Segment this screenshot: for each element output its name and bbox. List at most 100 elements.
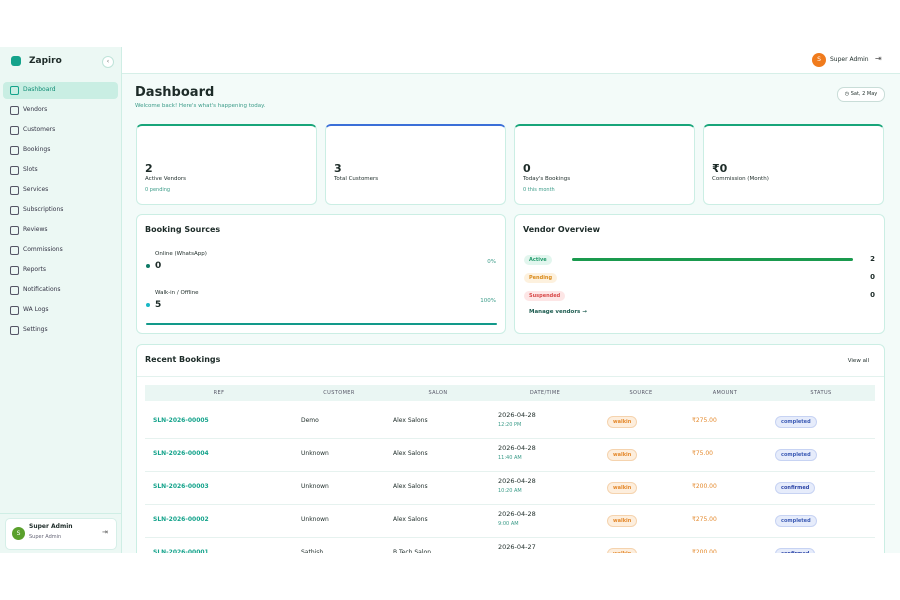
- source-value: 5: [155, 300, 162, 310]
- booking-ref[interactable]: SLN-2026-00001: [153, 549, 209, 553]
- source-value: 0: [155, 261, 162, 271]
- view-all-link[interactable]: View all: [847, 358, 869, 364]
- avatar: S: [12, 527, 25, 540]
- status-pill: Pending: [524, 273, 558, 283]
- salon: Alex Salons: [393, 516, 428, 523]
- column-header: AMOUNT: [712, 390, 738, 396]
- nav-icon: [10, 86, 19, 95]
- amount: ₹200.00: [692, 483, 717, 490]
- booking-ref[interactable]: SLN-2026-00005: [153, 417, 209, 424]
- booking-ref[interactable]: SLN-2026-00002: [153, 516, 209, 523]
- amount: ₹275.00: [692, 417, 717, 424]
- collapse-button[interactable]: ‹: [102, 56, 114, 68]
- time: 12:20 PM: [498, 422, 522, 428]
- stat-value: 3: [334, 162, 342, 175]
- booking-ref[interactable]: SLN-2026-00004: [153, 450, 209, 457]
- source-pill: walkin: [607, 482, 638, 494]
- column-header: REF: [213, 390, 225, 396]
- stat-card: 3 Total Customers: [325, 124, 506, 205]
- status-bar: [572, 258, 853, 261]
- column-header: CUSTOMER: [323, 390, 355, 396]
- nav-item[interactable]: Reports: [23, 266, 47, 273]
- source-percent: 0%: [487, 259, 496, 265]
- salon: Alex Salons: [393, 483, 428, 490]
- row-divider: [145, 537, 875, 538]
- avatar: S: [812, 53, 826, 67]
- source-dot: [146, 264, 150, 268]
- card-title: Vendor Overview: [523, 225, 600, 234]
- nav-icon: [10, 286, 19, 295]
- nav-icon: [10, 106, 19, 115]
- nav-icon: [10, 306, 19, 315]
- nav-item[interactable]: Dashboard: [23, 86, 56, 93]
- user-name: Super Admin: [830, 56, 869, 63]
- manage-vendors-link[interactable]: Manage vendors →: [529, 309, 587, 315]
- nav-item[interactable]: WA Logs: [23, 306, 49, 313]
- nav-item[interactable]: Subscriptions: [23, 206, 64, 213]
- source-percent: 100%: [480, 298, 496, 304]
- date-pill[interactable]: ◷ Sat, 2 May: [837, 87, 885, 102]
- logout-button[interactable]: ⇥: [102, 528, 108, 536]
- stat-value: 0: [523, 162, 531, 175]
- nav-item[interactable]: Slots: [23, 166, 38, 173]
- stat-card: 0 Today's Bookings 0 this month: [514, 124, 695, 205]
- date: 2026-04-28: [498, 510, 536, 518]
- nav-item[interactable]: Bookings: [23, 146, 51, 153]
- nav-item[interactable]: Vendors: [23, 106, 48, 113]
- stat-value: 2: [145, 162, 153, 175]
- status-count: 2: [870, 255, 875, 263]
- top-bar: S Super Admin ⇥: [122, 47, 900, 74]
- column-header: STATUS: [810, 390, 832, 396]
- nav-icon: [10, 206, 19, 215]
- booking-ref[interactable]: SLN-2026-00003: [153, 483, 209, 490]
- nav-item[interactable]: Notifications: [23, 286, 61, 293]
- nav-icon: [10, 226, 19, 235]
- source-name: Walk-in / Offline: [155, 290, 199, 296]
- date: 2026-04-28: [498, 444, 536, 452]
- table-header: [145, 385, 875, 401]
- nav-item[interactable]: Commissions: [23, 246, 63, 253]
- booking-sources-card: Booking Sources Online (WhatsApp) 0 0% Walk…: [136, 214, 506, 334]
- status-pill: completed: [775, 515, 817, 527]
- nav-item[interactable]: Customers: [23, 126, 56, 133]
- time: 11:40 AM: [498, 455, 522, 461]
- customer: Unknown: [301, 516, 329, 523]
- nav-item[interactable]: Services: [23, 186, 49, 193]
- status-count: 0: [870, 273, 875, 281]
- stat-label: Total Customers: [334, 176, 379, 182]
- page-subtitle: Welcome back! Here's what's happening to…: [135, 103, 266, 109]
- status-pill: completed: [775, 416, 817, 428]
- recent-bookings-card: Recent Bookings View all REF CUSTOMER SALO…: [136, 344, 885, 553]
- nav-icon: [10, 166, 19, 175]
- customer: Sathish: [301, 549, 324, 553]
- stat-sub: 0 pending: [145, 187, 171, 193]
- status-pill: Active: [524, 255, 552, 265]
- divider: [0, 513, 121, 514]
- salon: B.Tech Salon: [393, 549, 431, 553]
- row-divider: [145, 438, 875, 439]
- stat-label: Today's Bookings: [523, 176, 571, 182]
- customer: Demo: [301, 417, 319, 424]
- logout-button[interactable]: ⇥: [875, 54, 882, 63]
- card-title: Recent Bookings: [145, 355, 221, 364]
- card-title: Booking Sources: [145, 225, 221, 234]
- stat-sub: 0 this month: [523, 187, 555, 193]
- divider: [137, 376, 884, 377]
- nav-icon: [10, 126, 19, 135]
- salon: Alex Salons: [393, 450, 428, 457]
- stat-value: ₹0: [712, 162, 728, 175]
- source-name: Online (WhatsApp): [155, 251, 207, 257]
- progress-fill: [146, 323, 497, 325]
- customer: Unknown: [301, 450, 329, 457]
- date: 2026-04-28: [498, 411, 536, 419]
- date: 2026-04-27: [498, 543, 536, 551]
- user-role: Super Admin: [29, 534, 62, 540]
- logo-icon: [11, 56, 21, 66]
- user-name: Super Admin: [29, 523, 73, 530]
- source-pill: walkin: [607, 515, 638, 527]
- nav-item[interactable]: Settings: [23, 326, 48, 333]
- nav-item[interactable]: Reviews: [23, 226, 48, 233]
- amount: ₹200.00: [692, 549, 717, 553]
- status-pill: confirmed: [775, 482, 816, 494]
- column-header: SOURCE: [629, 390, 653, 396]
